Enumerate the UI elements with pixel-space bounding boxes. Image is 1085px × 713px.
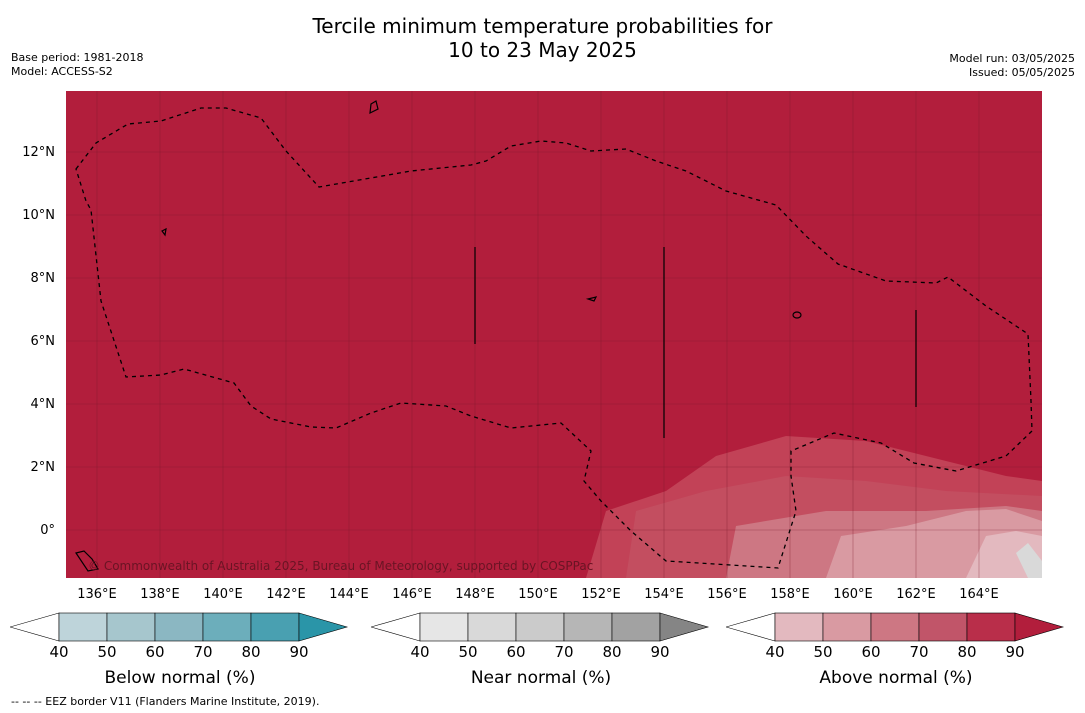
islands: [75, 100, 917, 572]
lon-label-160e: 160°E: [833, 587, 873, 602]
base-period: Base period: 1981-2018: [11, 51, 144, 64]
legend-below-tick-60: 60: [145, 643, 165, 661]
legend-near-tick-60: 60: [506, 643, 526, 661]
legend-above-title: Above normal (%): [819, 668, 973, 688]
legend-above-tick-40: 40: [765, 643, 785, 661]
legend-above-tick-60: 60: [861, 643, 881, 661]
legend-near-tick-70: 70: [554, 643, 574, 661]
lon-label-146e: 146°E: [392, 587, 432, 602]
model-name: Model: ACCESS-S2: [11, 65, 113, 78]
island-outline-3: [792, 311, 802, 319]
island-outline-1: [369, 100, 379, 115]
legend-near-tick-80: 80: [602, 643, 622, 661]
near-normal-patch: [1016, 543, 1042, 578]
lat-label-6n: 6°N: [30, 334, 56, 349]
lon-label-154e: 154°E: [644, 587, 684, 602]
map-area: © Commonwealth of Australia 2025, Bureau…: [66, 91, 1042, 578]
lon-label-152e: 152°E: [581, 587, 621, 602]
lon-label-162e: 162°E: [896, 587, 936, 602]
lat-label-8n: 8°N: [30, 271, 56, 286]
lon-label-164e: 164°E: [959, 587, 999, 602]
lon-label-158e: 158°E: [770, 587, 810, 602]
legend-above-tick-80: 80: [957, 643, 977, 661]
lon-label-142e: 142°E: [266, 587, 306, 602]
legend-above-tick-70: 70: [909, 643, 929, 661]
legend-below-tick-40: 40: [49, 643, 69, 661]
meta-left: Base period: 1981-2018 Model: ACCESS-S2: [11, 51, 143, 79]
legend-below-tick-80: 80: [241, 643, 261, 661]
lat-label-10n: 10°N: [22, 208, 55, 223]
lon-label-156e: 156°E: [707, 587, 747, 602]
lon-label-148e: 148°E: [455, 587, 495, 602]
map-copyright: © Commonwealth of Australia 2025, Bureau…: [88, 559, 593, 573]
lon-label-140e: 140°E: [203, 587, 243, 602]
title-line-2: 10 to 23 May 2025: [448, 38, 637, 62]
lon-label-144e: 144°E: [329, 587, 369, 602]
issued-date: Issued: 05/05/2025: [968, 66, 1075, 79]
legend-below-tick-90: 90: [289, 643, 309, 661]
legend-near-tick-40: 40: [410, 643, 430, 661]
legend-near-tick-50: 50: [458, 643, 478, 661]
lat-label-0: 0°: [40, 523, 55, 538]
map-canvas: © Commonwealth of Australia 2025, Bureau…: [66, 91, 1042, 578]
model-run: Model run: 03/05/2025: [949, 52, 1075, 65]
legend-above-tick-90: 90: [1005, 643, 1025, 661]
lat-label-4n: 4°N: [30, 397, 56, 412]
legend-below-tick-70: 70: [193, 643, 213, 661]
legend-below-title: Below normal (%): [104, 668, 256, 688]
legend-near-title: Near normal (%): [470, 668, 612, 688]
map-title: Tercile minimum temperature probabilitie…: [0, 14, 1085, 62]
legend-below-normal: [10, 612, 349, 642]
title-line-1: Tercile minimum temperature probabilitie…: [312, 14, 773, 38]
island-outline-5: [75, 550, 99, 572]
lon-label-150e: 150°E: [518, 587, 558, 602]
meta-right: Model run: 03/05/2025 Issued: 05/05/2025: [949, 52, 1075, 80]
lon-label-136e: 136°E: [77, 587, 117, 602]
eez-footnote: -- -- -- EEZ border V11 (Flanders Marine…: [11, 695, 320, 708]
legend-above-normal: [726, 612, 1065, 642]
island-outline-2: [161, 227, 167, 237]
legend-below-tick-50: 50: [97, 643, 117, 661]
graticule: [66, 91, 1042, 578]
legend-above-tick-50: 50: [813, 643, 833, 661]
legend-near-normal: [371, 612, 710, 642]
lat-label-2n: 2°N: [30, 460, 56, 475]
lat-label-12n: 12°N: [22, 145, 55, 160]
lon-label-138e: 138°E: [140, 587, 180, 602]
island-outline-4: [585, 296, 598, 302]
legend-near-tick-90: 90: [650, 643, 670, 661]
eez-border: [75, 107, 1033, 569]
